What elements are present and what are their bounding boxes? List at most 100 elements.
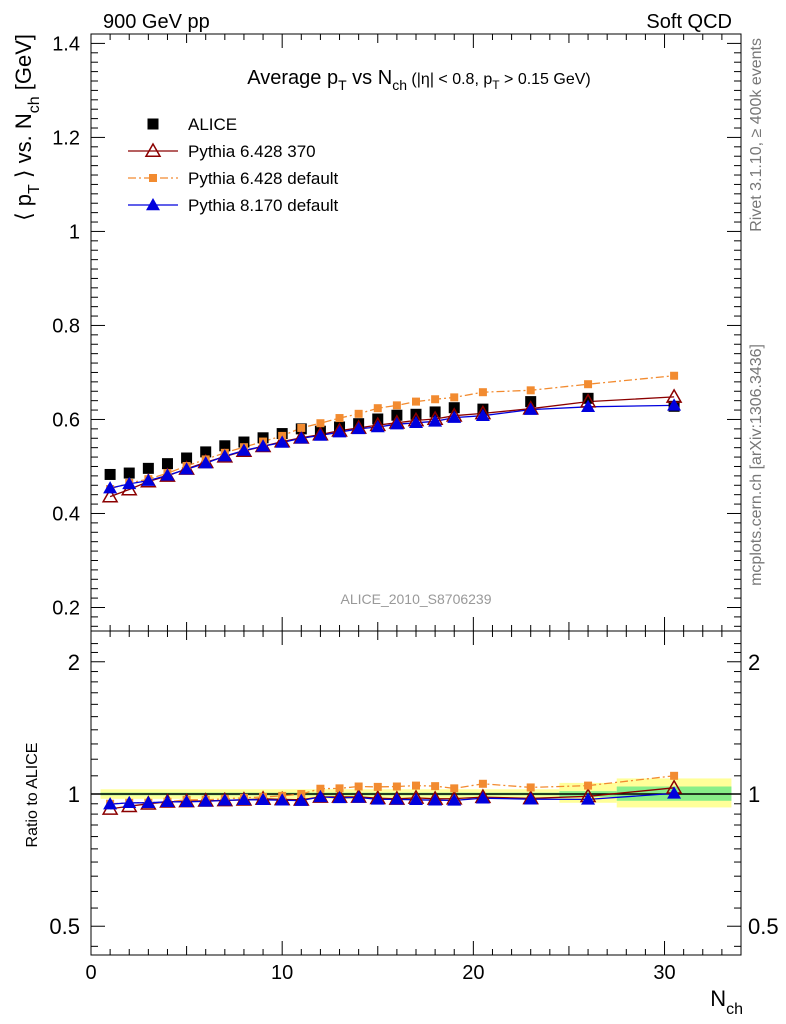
main-y-tick-label: 1.4 [52, 33, 80, 55]
ylabel-sub-nch: ch [26, 96, 43, 113]
chart-title: Average pT vs Nch (|η| < 0.8, pT > 0.15 … [247, 67, 591, 93]
ratio-y-tick-label: 1 [68, 782, 80, 807]
ratio-point [670, 771, 679, 780]
ratio-y-tick-label-right: 0.5 [748, 914, 779, 939]
x-tick-label: 20 [462, 962, 484, 984]
ratio-point [523, 792, 538, 805]
ylabel-b: ⟩ vs. N [11, 113, 36, 184]
main-point [475, 408, 490, 421]
header-process-label: Soft QCD [646, 11, 732, 33]
ratio-point [581, 792, 596, 805]
legend-marker [149, 174, 157, 182]
ylabel-a: ⟨ p [11, 194, 36, 221]
ratio-point [447, 793, 462, 806]
title-cuts-b: > 0.15 GeV) [500, 71, 591, 88]
main-point [101, 488, 119, 503]
ratio-point [313, 789, 328, 803]
main-point [373, 404, 382, 413]
main-y-tick-label: 0.8 [52, 315, 80, 337]
ratio-point [354, 782, 363, 791]
main-point [294, 431, 309, 444]
main-point [584, 380, 593, 389]
main-point [275, 435, 290, 448]
ylabel-sub-pt: T [26, 184, 43, 194]
main-point [526, 386, 535, 395]
ratio-point [431, 782, 440, 791]
analysis-watermark: ALICE_2010_S8706239 [340, 591, 491, 607]
main-point [316, 419, 325, 428]
main-point [179, 462, 194, 475]
main-point [219, 440, 231, 452]
legend-entry: Pythia 6.428 default [128, 169, 339, 188]
title-sub-pt: T [338, 77, 347, 93]
x-tick-label: 0 [85, 962, 96, 984]
ratio-y-tick-label: 2 [68, 650, 80, 675]
main-point [447, 410, 462, 423]
side-label-rivet: Rivet 3.1.10, ≥ 400k events [748, 38, 765, 232]
main-point [161, 458, 173, 470]
ratio-point [450, 784, 459, 793]
ratio-point [478, 779, 487, 788]
title-sub-nch: ch [392, 77, 407, 93]
ratio-point [335, 784, 344, 793]
ratio-point [584, 781, 593, 790]
main-point [332, 425, 347, 438]
main-point [181, 452, 193, 464]
legend-marker [144, 142, 162, 157]
main-point [123, 467, 135, 479]
main-point [370, 419, 385, 433]
main-point [670, 371, 679, 380]
legend-entry: ALICE [147, 115, 237, 134]
main-point [351, 421, 366, 435]
ratio-point [217, 793, 232, 806]
main-point [200, 446, 212, 458]
ratio-point [122, 795, 137, 809]
ratio-point [256, 792, 271, 806]
xlabel-sub: ch [726, 1001, 743, 1018]
ratio-point [179, 794, 194, 808]
legend-label: ALICE [188, 115, 237, 134]
legend: ALICE Pythia 6.428 370 Pythia 6.428 defaul… [128, 115, 339, 215]
ratio-point [389, 792, 404, 805]
ratio-point [275, 793, 290, 806]
main-point [122, 476, 137, 490]
ratio-y-tick-label: 0.5 [49, 914, 80, 939]
side-label-mcplots: mcplots.cern.ch [arXiv:1306.3436] [748, 344, 765, 586]
ratio-point [373, 782, 382, 791]
main-point [313, 428, 328, 441]
ratio-point [428, 793, 443, 806]
ratio-panel: 0.5 0.5 1 1 2 2 0 10 20 30 Ratio to ALICE Nch [24, 630, 779, 1018]
main-point [335, 414, 344, 423]
title-cuts-sub: T [492, 78, 500, 92]
main-point [297, 423, 306, 432]
xlabel-n: N [710, 986, 726, 1011]
main-point [256, 439, 271, 452]
ratio-point [236, 792, 251, 806]
main-point [198, 456, 213, 469]
main-point [160, 468, 175, 481]
ratio-point [103, 797, 118, 810]
main-y-tick-labels: 0.2 0.4 0.6 0.8 1 1.2 1.4 [52, 33, 80, 619]
main-y-tick-label: 1.2 [52, 127, 80, 149]
main-point [236, 443, 251, 456]
ratio-point [316, 784, 325, 793]
main-point [412, 397, 420, 406]
main-point [478, 388, 487, 397]
ratio-point [332, 790, 347, 804]
main-point [581, 399, 596, 413]
main-point [142, 462, 154, 474]
main-point [431, 395, 440, 404]
ylabel-c: [GeV] [11, 34, 36, 96]
title-mid: vs N [347, 67, 393, 89]
legend-label: Pythia 6.428 370 [188, 142, 316, 161]
ratio-point [409, 792, 423, 806]
main-point [428, 414, 443, 427]
main-point [104, 468, 116, 480]
legend-entry: Pythia 8.170 default [128, 196, 339, 215]
ratio-point [351, 790, 366, 803]
x-tick-label: 30 [653, 962, 675, 984]
title-main: Average p [247, 67, 338, 89]
legend-marker [146, 198, 160, 211]
main-markers-pythia-8-170-default [103, 398, 682, 494]
main-y-axis-label: ⟨ pT ⟩ vs. Nch [GeV] [11, 34, 43, 221]
